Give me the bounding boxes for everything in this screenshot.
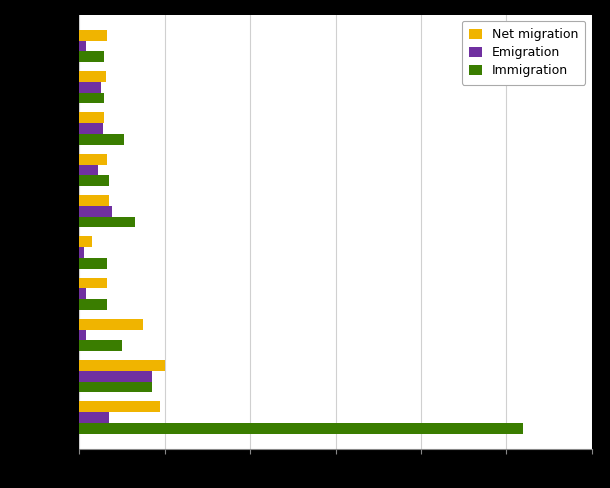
Bar: [79, 288, 86, 299]
Bar: [79, 134, 124, 144]
Bar: [79, 236, 92, 247]
Bar: [79, 247, 84, 258]
Bar: [79, 164, 98, 175]
Bar: [79, 175, 109, 186]
Bar: [79, 113, 104, 123]
Bar: [79, 41, 86, 51]
Bar: [79, 330, 86, 341]
Bar: [79, 423, 523, 434]
Bar: [79, 93, 104, 103]
Bar: [79, 319, 143, 330]
Bar: [79, 360, 165, 371]
Bar: [79, 382, 152, 392]
Bar: [79, 412, 109, 423]
Bar: [79, 371, 152, 382]
Bar: [79, 217, 135, 227]
Bar: [79, 71, 106, 82]
Bar: [79, 51, 104, 62]
Bar: [79, 30, 107, 41]
Bar: [79, 258, 107, 268]
Bar: [79, 402, 160, 412]
Bar: [79, 278, 107, 288]
Bar: [79, 82, 101, 93]
Bar: [79, 299, 107, 310]
Bar: [79, 154, 107, 164]
Bar: [79, 206, 112, 217]
Legend: Net migration, Emigration, Immigration: Net migration, Emigration, Immigration: [462, 21, 586, 85]
Bar: [79, 195, 109, 206]
Bar: [79, 341, 122, 351]
Bar: [79, 123, 103, 134]
